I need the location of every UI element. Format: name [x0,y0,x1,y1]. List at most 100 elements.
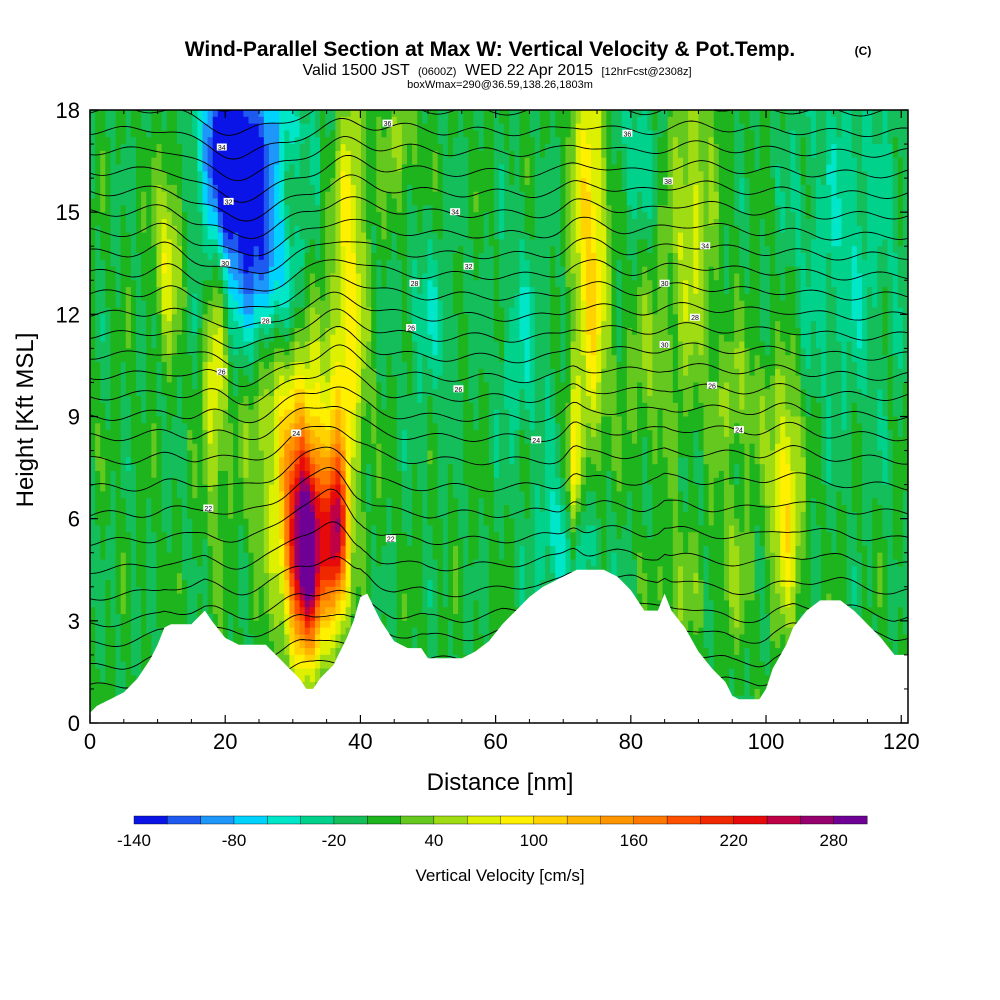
heatmap-cell [238,116,244,125]
heatmap-cell [161,123,168,132]
heatmap-cell [437,246,444,254]
heatmap-cell [667,130,674,138]
heatmap-cell [729,266,735,275]
heatmap-cell [892,116,899,125]
heatmap-cell [831,198,838,206]
heatmap-cell [130,164,137,172]
heatmap-cell [212,232,219,241]
heatmap-cell [258,239,265,247]
heatmap-cell [432,253,439,261]
heatmap-cell [263,191,270,200]
heatmap-cell [248,137,255,145]
heatmap-cell [473,307,480,315]
heatmap-cell [810,246,817,254]
heatmap-cell [141,273,147,281]
heatmap-cell [130,280,137,288]
heatmap-cell [396,212,403,220]
heatmap-cell [483,280,490,288]
heatmap-cell [120,321,127,329]
heatmap-cell [667,212,674,220]
heatmap-cell [642,280,648,288]
heatmap-cell [330,144,336,152]
heatmap-cell [355,218,362,227]
heatmap-cell [396,150,403,159]
heatmap-cell [483,191,490,200]
heatmap-cell [422,150,429,159]
heatmap-cell [499,178,505,186]
heatmap-cell [458,191,464,200]
heatmap-cell [826,150,832,159]
heatmap-cell [759,273,766,281]
heatmap-cell [861,184,868,193]
heatmap-cell [785,259,792,268]
heatmap-cell [631,144,638,152]
heatmap-cell [550,198,556,206]
heatmap-cell [268,246,275,254]
heatmap-cell [437,239,444,247]
heatmap-cell [493,178,500,186]
heatmap-cell [335,314,342,322]
heatmap-cell [355,280,362,288]
heatmap-cell [493,287,500,295]
heatmap-cell [238,184,244,193]
heatmap-cell [887,232,894,241]
heatmap-cell [182,266,188,275]
heatmap-cell [151,198,158,206]
heatmap-cell [775,266,781,275]
heatmap-cell [805,191,812,200]
heatmap-cell [718,293,725,302]
heatmap-cell [662,191,669,200]
heatmap-cell [831,110,838,118]
heatmap-cell [693,307,699,315]
heatmap-cell [437,253,444,261]
heatmap-cell [228,253,234,261]
heatmap-cell [228,259,234,268]
heatmap-cell [703,300,710,309]
heatmap-cell [391,150,398,159]
heatmap-cell [621,191,628,200]
heatmap-cell [156,144,163,152]
heatmap-cell [212,293,219,302]
heatmap-cell [626,212,633,220]
heatmap-cell [739,144,745,152]
heatmap-cell [708,225,715,234]
heatmap-cell [452,130,459,138]
heatmap-cell [805,144,812,152]
heatmap-cell [156,171,163,179]
heatmap-cell [591,246,597,254]
heatmap-cell [279,232,285,241]
heatmap-cell [90,218,96,227]
heatmap-cell [345,123,352,132]
heatmap-cell [867,150,873,159]
heatmap-cell [274,184,280,193]
heatmap-cell [867,266,873,275]
heatmap-cell [473,266,480,275]
heatmap-cell [769,225,776,234]
heatmap-cell [391,212,398,220]
heatmap-cell [585,198,592,206]
heatmap-cell [529,110,536,118]
heatmap-cell [821,218,827,227]
heatmap-cell [268,232,275,241]
heatmap-cell [591,287,597,295]
heatmap-cell [836,130,843,138]
heatmap-cell [463,116,469,125]
heatmap-cell [452,218,459,227]
heatmap-cell [376,198,383,206]
heatmap-cell [575,130,582,138]
heatmap-cell [401,198,408,206]
heatmap-cell [861,253,868,261]
heatmap-cell [299,293,306,302]
heatmap-cell [182,198,188,206]
heatmap-cell [376,212,383,220]
heatmap-cell [396,307,403,315]
heatmap-cell [591,144,597,152]
heatmap-cell [662,300,669,309]
heatmap-cell [130,259,137,268]
heatmap-cell [335,266,342,275]
heatmap-cell [810,225,817,234]
heatmap-cell [166,116,173,125]
heatmap-cell [872,259,878,268]
heatmap-cell [309,300,316,309]
heatmap-cell [759,293,766,302]
